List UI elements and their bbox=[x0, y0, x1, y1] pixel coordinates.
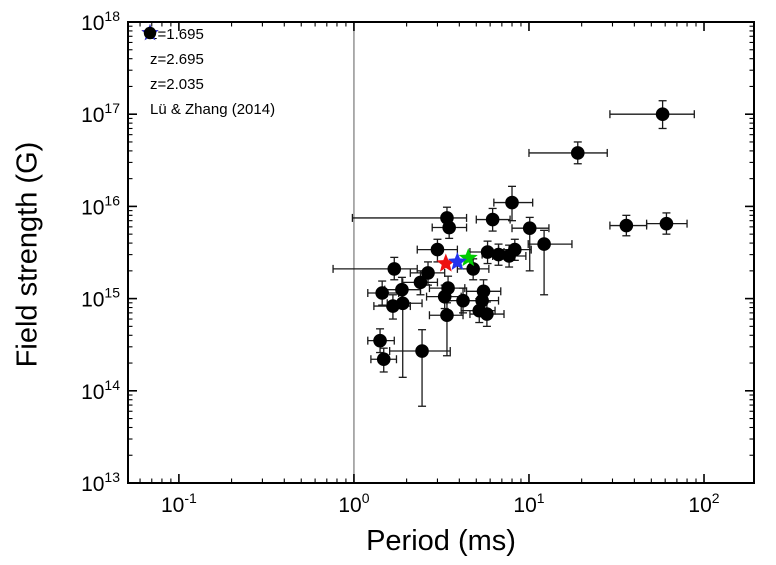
y-tick-label: 1014 bbox=[81, 377, 120, 404]
data-point bbox=[485, 212, 500, 227]
legend-label: Lü & Zhang (2014) bbox=[150, 100, 276, 118]
data-point bbox=[413, 275, 428, 290]
data-point bbox=[659, 216, 674, 231]
x-tick-label: 101 bbox=[513, 490, 544, 517]
data-point bbox=[522, 221, 537, 236]
x-axis-label: Period (ms) bbox=[366, 525, 516, 557]
circle-icon bbox=[143, 26, 157, 40]
data-point bbox=[421, 266, 435, 280]
data-point bbox=[437, 289, 452, 304]
data-point bbox=[456, 293, 470, 308]
x-tick-label: 100 bbox=[338, 490, 369, 517]
data-point bbox=[619, 218, 634, 233]
data-point bbox=[537, 237, 551, 251]
y-tick-label: 1015 bbox=[81, 285, 120, 312]
data-point bbox=[480, 307, 494, 321]
y-axis-label: Field strength (G) bbox=[11, 141, 44, 368]
data-points-group bbox=[373, 107, 674, 367]
data-point bbox=[430, 242, 445, 257]
x-tick-label: 10-1 bbox=[161, 490, 197, 517]
plot-frame bbox=[127, 21, 755, 484]
x-tick-label: 102 bbox=[688, 490, 719, 517]
legend-label: z=2.035 bbox=[150, 76, 204, 93]
legend-circle-icon bbox=[143, 26, 157, 40]
data-point bbox=[415, 344, 429, 358]
data-point bbox=[373, 333, 387, 348]
data-point bbox=[387, 262, 402, 276]
axis-ticks-group bbox=[128, 21, 754, 484]
y-tick-label: 1017 bbox=[81, 100, 120, 127]
star-marker bbox=[436, 253, 456, 272]
data-point bbox=[442, 220, 456, 235]
legend-entry: Lü & Zhang (2014) bbox=[138, 26, 276, 121]
data-point bbox=[466, 262, 480, 276]
data-point bbox=[376, 352, 391, 367]
data-point bbox=[570, 146, 585, 160]
data-point bbox=[395, 282, 409, 297]
star-markers-group bbox=[436, 248, 478, 272]
data-point bbox=[395, 296, 410, 311]
data-point bbox=[375, 286, 389, 300]
legend-label: z=1.695 bbox=[150, 26, 204, 43]
data-point bbox=[655, 107, 670, 121]
star-marker bbox=[458, 248, 478, 267]
y-tick-label: 1016 bbox=[81, 192, 120, 219]
legend-entry: z=2.035 bbox=[138, 24, 275, 97]
axes-frame-group bbox=[127, 21, 755, 484]
tick-labels-group: 10-1 100 101 102 1013 1014 1015 1016 1017 1018 bbox=[81, 8, 720, 517]
legend-entry: z=2.695 bbox=[138, 24, 275, 72]
star-marker bbox=[447, 251, 467, 270]
y-tick-label: 1013 bbox=[81, 469, 120, 496]
data-point bbox=[491, 247, 506, 262]
y-tick-label: 1018 bbox=[81, 8, 120, 35]
legend: z=1.695 z=2.695 z=2.035 Lü & Zhang (2014) bbox=[138, 22, 275, 121]
legend-label: z=2.695 bbox=[150, 51, 204, 68]
data-point bbox=[505, 195, 519, 210]
data-point bbox=[480, 245, 495, 259]
data-point bbox=[508, 242, 522, 257]
data-point bbox=[440, 308, 454, 323]
